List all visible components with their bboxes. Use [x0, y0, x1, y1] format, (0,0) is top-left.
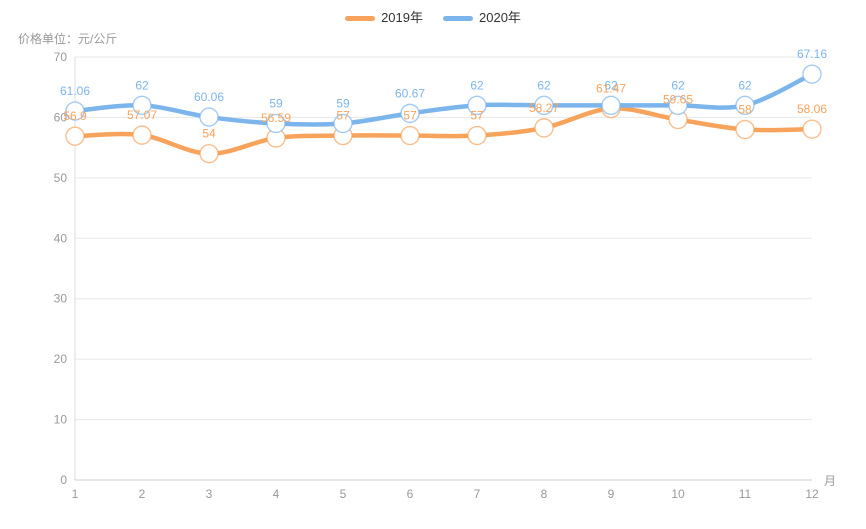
data-point-label: 56.59 [261, 111, 291, 125]
data-point-label: 60.67 [395, 86, 425, 100]
legend: 2019年 2020年 [0, 8, 866, 28]
data-point-marker [668, 95, 688, 116]
data-point-marker [735, 95, 755, 116]
data-point-label: 67.16 [797, 47, 827, 61]
x-axis-unit-label: 月 [824, 474, 836, 488]
data-point-marker [534, 118, 554, 138]
x-axis-tick-label: 3 [206, 487, 213, 501]
data-point-marker [132, 125, 152, 145]
legend-item-2020[interactable]: 2020年 [443, 8, 521, 28]
x-axis-tick-label: 7 [474, 487, 481, 501]
data-point-marker [266, 113, 286, 134]
legend-item-label: 2020年 [479, 10, 521, 25]
x-axis-tick-label: 8 [541, 487, 548, 501]
data-point-marker [65, 101, 85, 121]
x-axis-tick-label: 10 [671, 487, 685, 501]
data-point-label: 56.9 [63, 109, 87, 123]
legend-item-2019[interactable]: 2019年 [345, 8, 423, 28]
x-axis-tick-label: 2 [139, 487, 146, 501]
data-point-marker [199, 107, 219, 127]
data-point-marker [132, 95, 152, 116]
data-point-marker [400, 125, 420, 146]
data-point-marker [534, 95, 554, 116]
y-axis-tick-label: 70 [54, 50, 68, 64]
y-axis-tick-label: 20 [54, 352, 68, 366]
x-axis-tick-label: 5 [340, 487, 347, 501]
data-point-label: 58.06 [797, 102, 827, 116]
x-axis-tick-label: 12 [805, 487, 819, 501]
data-point-marker [400, 103, 420, 124]
data-point-label: 62 [537, 78, 551, 92]
legend-item-label: 2019年 [381, 10, 423, 25]
data-point-label: 57 [470, 109, 484, 123]
data-point-label: 59 [336, 96, 350, 110]
data-point-label: 62 [470, 78, 484, 92]
data-point-label: 60.06 [194, 90, 224, 104]
data-point-label: 62 [738, 78, 752, 92]
y-axis-tick-label: 10 [54, 413, 68, 427]
data-point-label: 61.06 [60, 84, 90, 98]
data-point-label: 62 [135, 78, 149, 92]
data-point-label: 58.27 [529, 101, 559, 115]
y-axis-tick-label: 60 [54, 110, 68, 124]
data-point-marker [802, 64, 822, 84]
y-axis-tick-label: 50 [54, 171, 68, 185]
y-axis-unit-label: 价格单位：元/公斤 [18, 32, 118, 46]
x-axis-tick-label: 11 [739, 487, 752, 501]
data-point-marker [802, 119, 822, 139]
data-point-label: 59 [269, 96, 283, 110]
data-point-label: 59.65 [663, 93, 693, 107]
data-point-label: 62 [671, 78, 685, 92]
data-point-marker [199, 143, 219, 164]
data-point-label: 61.47 [596, 82, 626, 96]
x-axis-tick-label: 4 [273, 487, 280, 501]
series-line-2019 [72, 106, 815, 156]
x-axis-tick-label: 1 [72, 487, 79, 501]
data-point-marker [601, 95, 621, 116]
y-axis-tick-label: 30 [54, 292, 68, 306]
data-point-marker [735, 119, 755, 140]
data-point-label: 54 [202, 127, 216, 141]
legend-swatch [345, 15, 376, 21]
data-point-label: 58 [738, 103, 752, 117]
data-point-marker [467, 125, 487, 146]
data-point-marker [467, 95, 487, 116]
y-axis-tick-label: 0 [60, 473, 67, 487]
x-axis-tick-label: 6 [407, 487, 414, 501]
y-axis-tick-label: 40 [54, 231, 68, 245]
data-point-label: 62 [604, 78, 618, 92]
data-point-marker [65, 126, 85, 146]
data-point-marker [333, 113, 353, 134]
data-point-label: 57.07 [127, 108, 157, 122]
legend-swatch [443, 15, 473, 21]
data-point-label: 57 [336, 109, 350, 123]
x-axis-tick-label: 9 [608, 487, 615, 501]
data-point-label: 57 [403, 109, 417, 123]
